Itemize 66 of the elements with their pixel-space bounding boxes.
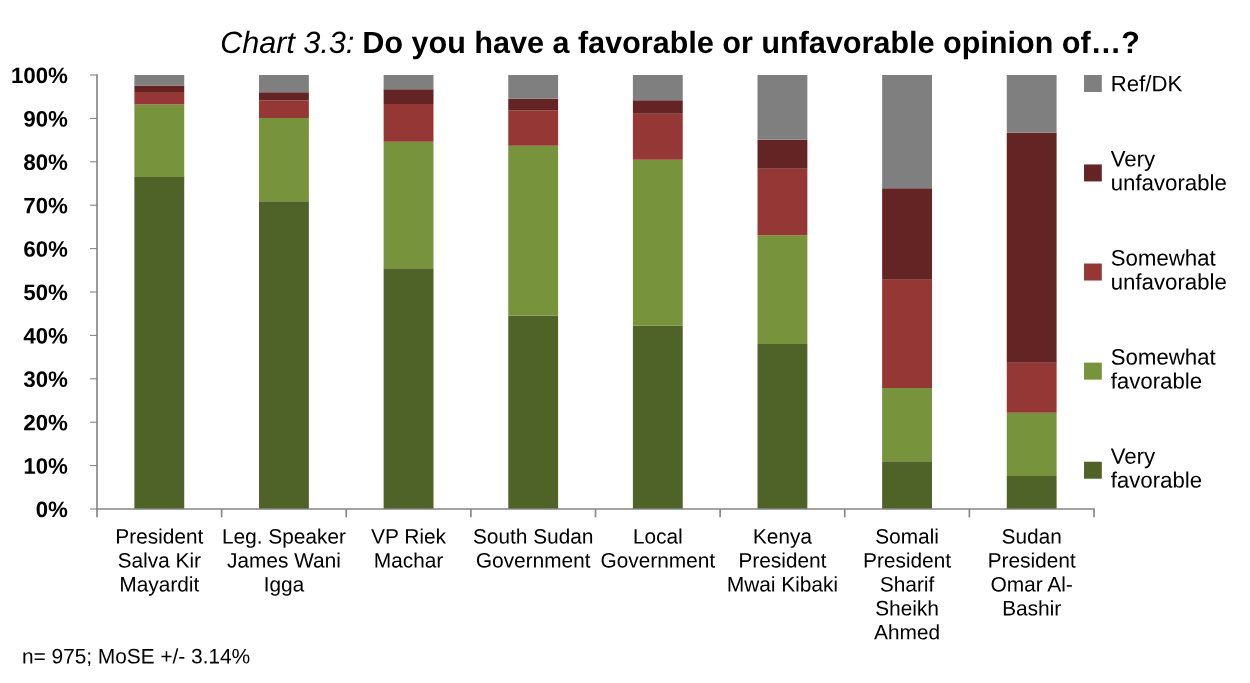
bar	[757, 168, 808, 236]
bar	[134, 176, 185, 509]
bar	[632, 75, 683, 101]
bar	[383, 268, 434, 509]
bar	[1006, 412, 1057, 477]
bar	[134, 91, 185, 105]
bar	[259, 100, 309, 118]
text: n= 975; MoSE +/- 3.14%	[23, 648, 250, 667]
bar	[383, 89, 434, 105]
chart-title: Chart 3.3: Do you have a favorable or unfavorable opinion of…?	[221, 30, 1139, 60]
y-tick-label: 80%	[24, 154, 68, 171]
bar	[632, 113, 683, 160]
bar	[134, 85, 185, 92]
y-tick-label: 30%	[23, 371, 68, 388]
bar	[1006, 132, 1057, 363]
bar	[508, 145, 559, 316]
x-tick-label: President Salva Kir Mayardit	[117, 528, 204, 596]
bar	[757, 344, 808, 509]
bar	[383, 75, 434, 90]
x-tick-label: VP Riek Machar	[371, 528, 447, 568]
bar	[134, 104, 185, 177]
bar	[757, 235, 808, 345]
bar	[882, 188, 932, 280]
bar	[757, 75, 808, 140]
bar	[632, 159, 683, 326]
legend-label: Very favorable	[1110, 448, 1202, 488]
bar	[259, 201, 309, 509]
x-tick-label: Local Government	[601, 528, 715, 568]
y-tick-label: 0%	[36, 501, 68, 518]
x-tick-label: Leg. Speaker James Wani Igga	[223, 528, 346, 596]
y-tick-label: 20%	[24, 414, 68, 431]
bar	[508, 110, 559, 146]
bar	[508, 315, 559, 509]
bar	[632, 100, 683, 114]
y-tick-label: 10%	[24, 458, 68, 474]
y-tick-label: 90%	[24, 110, 68, 127]
legend-label: Somewhat unfavorable	[1111, 249, 1226, 290]
x-tick-label: Sudan President Omar Al- Bashir	[989, 528, 1076, 616]
bar	[757, 139, 808, 169]
bar	[882, 75, 932, 189]
y-tick-label: 70%	[24, 197, 68, 214]
y-tick-label: 60%	[24, 241, 68, 257]
bar	[632, 325, 683, 509]
bar	[383, 104, 434, 142]
bar	[134, 75, 185, 86]
bar	[1006, 476, 1057, 509]
bar	[882, 279, 932, 388]
bar	[1006, 75, 1057, 133]
bar	[1006, 362, 1057, 413]
bar	[508, 98, 559, 111]
bar	[259, 117, 309, 202]
bar	[882, 387, 932, 462]
x-tick-label: Somali President Sharif Sheikh Ahmed	[864, 528, 951, 640]
legend-label: Ref/DK	[1112, 75, 1183, 92]
bar	[259, 75, 309, 93]
bar	[882, 461, 932, 509]
bar	[383, 141, 434, 269]
x-tick-label: Kenya President Mwai Kibaki	[728, 529, 837, 592]
x-tick-label: South Sudan Government	[473, 528, 593, 568]
bar	[508, 75, 559, 99]
bar	[259, 92, 309, 101]
y-tick-label: 100%	[12, 67, 68, 84]
y-tick-label: 50%	[24, 284, 68, 301]
legend-label: Very unfavorable	[1110, 151, 1226, 191]
legend-label: Somewhat favorable	[1111, 348, 1216, 389]
y-tick-label: 40%	[23, 327, 68, 344]
